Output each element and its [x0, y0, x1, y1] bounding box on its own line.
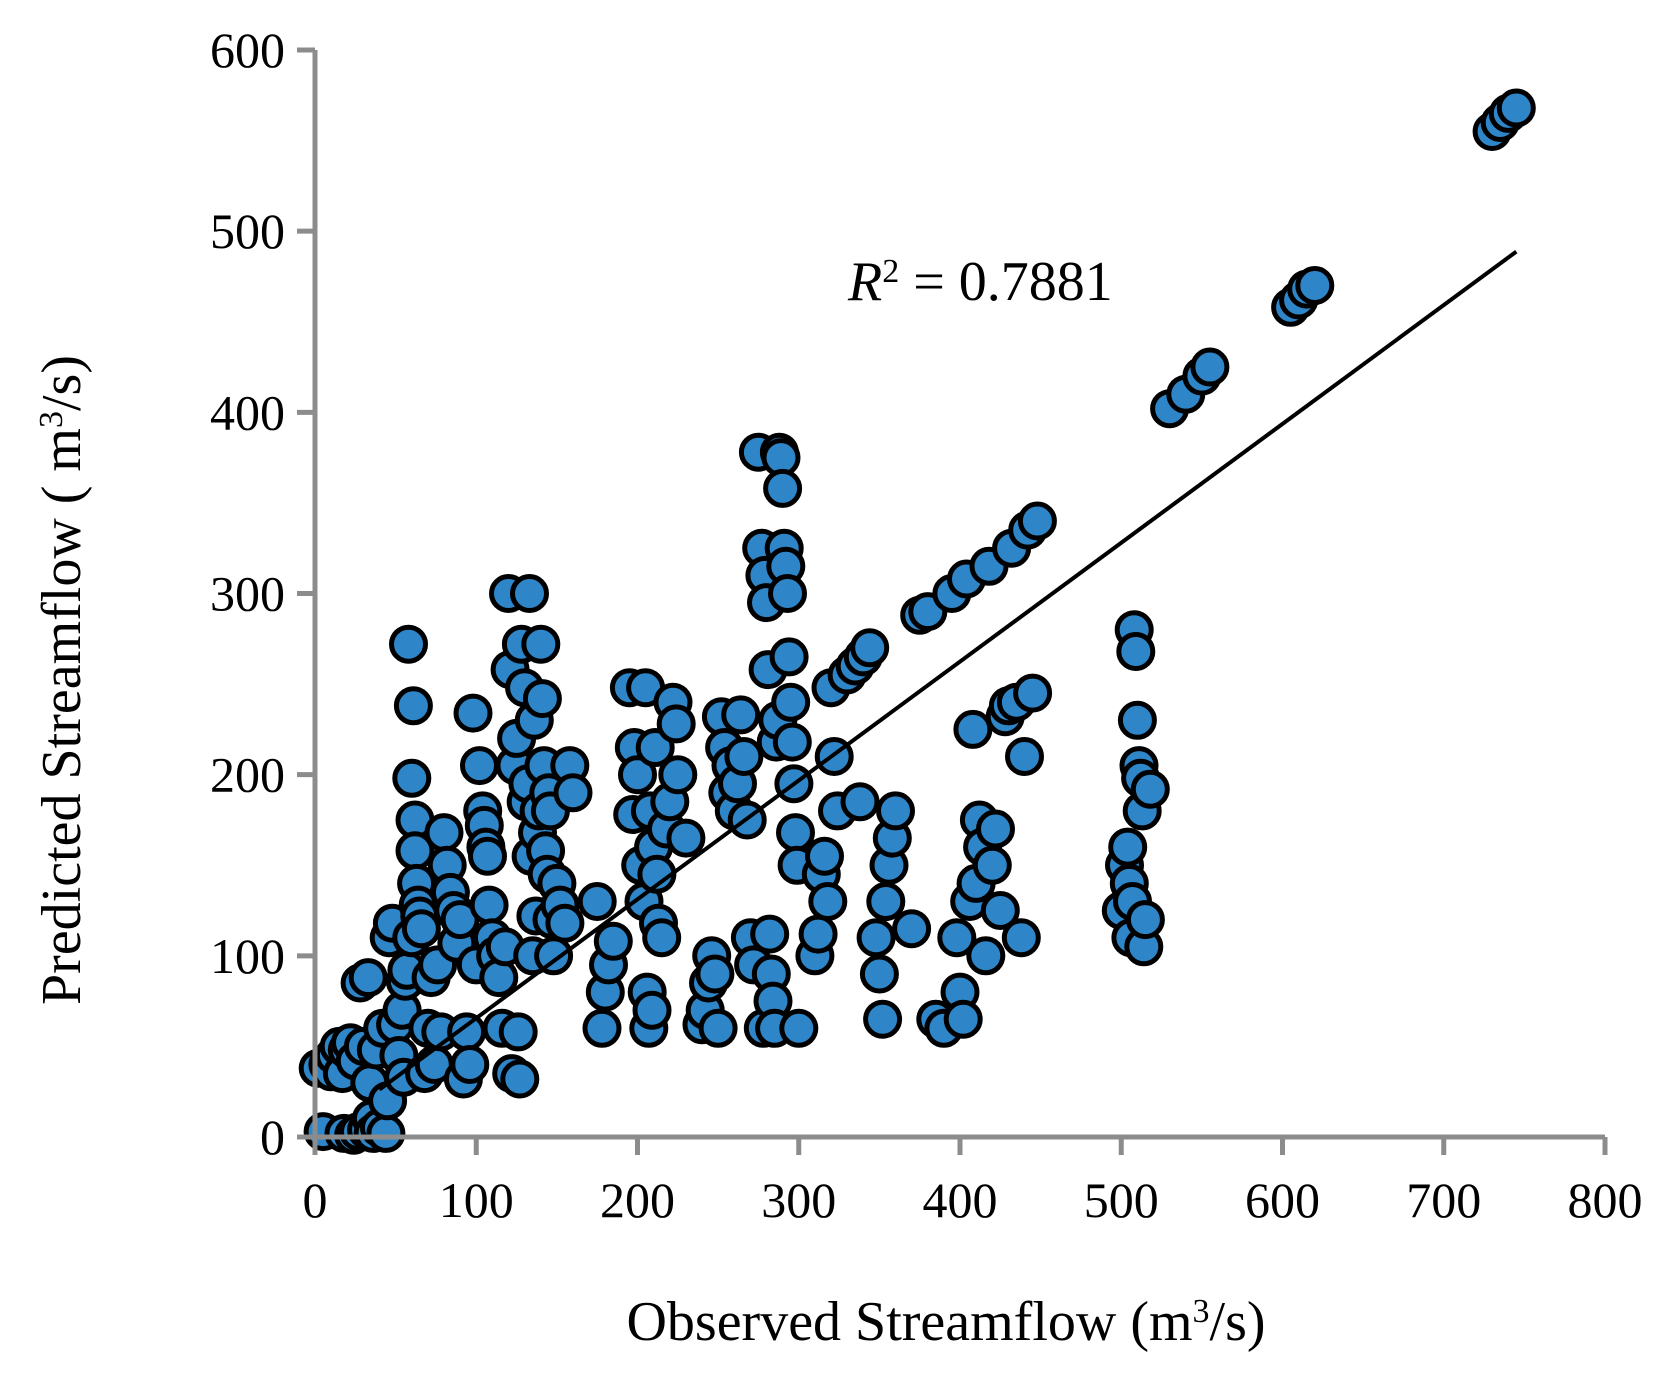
data-point: [521, 624, 561, 664]
data-point: [776, 813, 815, 853]
data-point: [666, 818, 706, 858]
data-point: [460, 746, 499, 786]
data-point: [401, 909, 441, 949]
data-point: [500, 1059, 540, 1099]
y-axis-title: Predicted Streamflow ( m3/s): [31, 355, 93, 1005]
x-tick-label: 0: [303, 1172, 328, 1228]
data-point: [698, 1008, 738, 1048]
data-point: [863, 999, 903, 1039]
data-point: [779, 1008, 819, 1048]
data-point: [424, 813, 464, 853]
data-point: [840, 782, 880, 822]
data-point: [1017, 501, 1057, 541]
data-point: [635, 728, 675, 767]
data-point: [1190, 347, 1230, 387]
y-tick-label: 500: [210, 203, 285, 259]
data-point: [798, 914, 838, 954]
data-point: [1108, 827, 1148, 867]
x-tick-label: 800: [1568, 1172, 1643, 1228]
data-point: [522, 679, 562, 719]
data-point: [450, 1045, 490, 1084]
data-point: [1125, 900, 1165, 940]
data-point: [510, 574, 549, 613]
y-tick-label: 600: [210, 22, 285, 78]
data-point: [769, 637, 809, 677]
data-point: [393, 686, 433, 726]
data-point: [479, 958, 519, 998]
data-point: [348, 958, 388, 998]
y-tick-label: 0: [260, 1109, 285, 1165]
data-point: [656, 704, 696, 744]
data-point: [856, 918, 896, 958]
data-point: [771, 682, 811, 722]
data-point: [618, 755, 657, 795]
data-point: [1013, 673, 1053, 713]
x-tick-label: 600: [1245, 1172, 1320, 1228]
data-point: [1130, 769, 1170, 809]
data-point: [1116, 632, 1156, 671]
x-axis-title: Observed Streamflow (m3/s): [626, 1291, 1265, 1353]
data-point: [469, 885, 509, 925]
data-point: [593, 921, 633, 961]
x-tick-label: 500: [1084, 1172, 1159, 1228]
data-point: [658, 755, 698, 795]
data-point: [1496, 88, 1536, 128]
x-tick-label: 700: [1406, 1172, 1481, 1228]
data-point: [943, 999, 983, 1039]
y-tick-label: 200: [210, 747, 285, 803]
data-point: [553, 773, 593, 813]
data-point: [577, 882, 617, 921]
data-point: [866, 882, 906, 921]
data-point: [772, 722, 812, 762]
data-point: [366, 1113, 406, 1153]
y-tick-label: 400: [210, 384, 285, 440]
data-point: [545, 903, 585, 943]
data-point: [972, 845, 1012, 885]
data-point: [768, 574, 807, 613]
data-point: [632, 990, 672, 1030]
data-point: [763, 468, 803, 508]
data-point: [695, 954, 735, 994]
data-point: [642, 918, 682, 958]
data-point: [805, 836, 844, 876]
data-point: [980, 891, 1020, 930]
x-tick-label: 200: [600, 1172, 675, 1228]
data-point: [850, 628, 890, 668]
data-point: [750, 914, 790, 954]
data-point: [1005, 737, 1044, 776]
data-point: [582, 1008, 622, 1048]
y-tick-label: 300: [210, 566, 285, 622]
x-tick-label: 400: [923, 1172, 998, 1228]
data-point: [953, 709, 993, 749]
data-point: [721, 695, 761, 735]
data-point: [859, 954, 899, 994]
points-layer: [298, 88, 1536, 1155]
tick-labels: 0 100 200 300 400 500 600 0 100 200 300 400 500 600 70…: [210, 22, 1643, 1228]
data-point: [937, 918, 977, 958]
data-point: [453, 693, 493, 733]
trendline: [378, 249, 1518, 1092]
data-point: [1001, 918, 1041, 958]
data-point: [976, 809, 1015, 849]
data-point: [892, 909, 932, 949]
axes: [297, 47, 1608, 1155]
data-point: [498, 1012, 538, 1052]
data-point: [1295, 266, 1335, 305]
x-tick-label: 100: [439, 1172, 514, 1228]
data-point: [392, 758, 432, 798]
data-point: [468, 836, 507, 876]
data-point: [724, 737, 764, 776]
data-point: [876, 791, 915, 831]
data-point: [808, 882, 848, 921]
data-point: [389, 624, 428, 664]
x-tick-label: 300: [761, 1172, 836, 1228]
y-tick-label: 100: [210, 928, 285, 984]
data-point: [1117, 700, 1157, 740]
r-squared-annotation: R2 = 0.7881: [847, 251, 1113, 313]
data-point: [966, 936, 1006, 976]
